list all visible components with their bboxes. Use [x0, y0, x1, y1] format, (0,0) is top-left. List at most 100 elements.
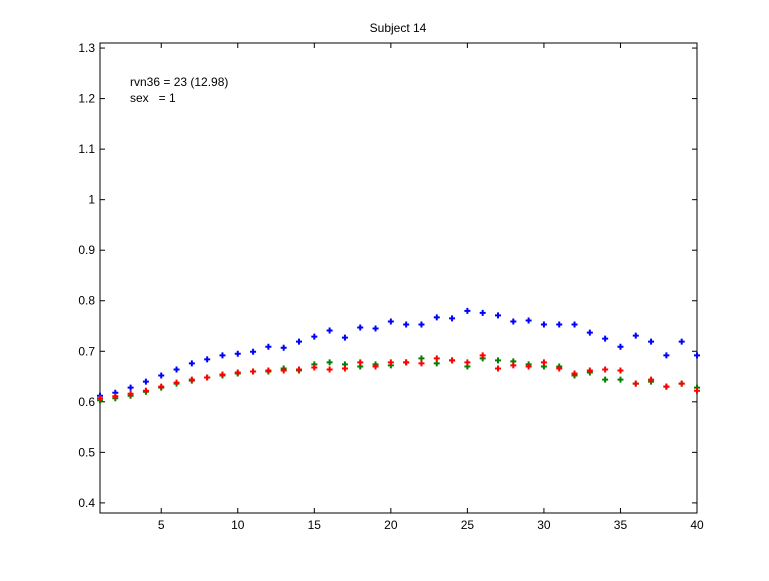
data-point	[387, 359, 394, 366]
y-tick-label: 0.9	[78, 243, 95, 257]
series-2	[97, 352, 700, 402]
data-point	[418, 355, 425, 362]
data-point	[204, 374, 211, 381]
y-tick-label: 0.4	[78, 496, 95, 510]
data-point	[678, 338, 685, 345]
data-point	[556, 365, 563, 372]
axis-ticks: 5 10 15 20 25 30 35 40 0.4 0.5 0.6 0.7 0.8 0.9 1 1.1 1.2…	[78, 41, 704, 532]
y-tick-label: 1.3	[78, 41, 95, 55]
data-point	[403, 321, 410, 328]
data-point	[540, 321, 547, 328]
data-point	[495, 357, 501, 364]
data-point	[449, 315, 456, 322]
data-point	[571, 321, 578, 328]
data-point	[265, 367, 272, 374]
y-tick-label: 1.2	[78, 92, 95, 106]
data-point	[449, 357, 456, 364]
data-point	[602, 366, 609, 373]
data-point	[250, 348, 257, 355]
data-point	[632, 380, 639, 387]
data-point	[188, 360, 195, 367]
data-point	[510, 318, 517, 325]
data-point	[204, 356, 211, 363]
data-point	[464, 307, 471, 314]
data-point	[219, 352, 226, 359]
data-point	[617, 343, 624, 350]
data-point	[372, 325, 379, 332]
data-point	[311, 364, 318, 371]
data-point	[142, 387, 149, 394]
data-point	[219, 371, 226, 378]
data-point	[280, 367, 287, 374]
data-point	[495, 312, 501, 319]
data-point	[357, 359, 364, 366]
data-point	[280, 344, 287, 351]
data-point	[556, 321, 563, 328]
data-point	[112, 393, 119, 400]
data-point	[158, 372, 165, 379]
data-point	[387, 318, 394, 325]
x-tick-label: 30	[537, 518, 551, 532]
y-tick-label: 0.5	[78, 445, 95, 459]
data-point	[403, 359, 410, 366]
data-point	[326, 359, 333, 366]
data-point	[142, 378, 149, 385]
data-point	[525, 317, 532, 324]
data-point	[495, 365, 501, 372]
series-1	[97, 355, 700, 404]
y-tick-label: 0.6	[78, 395, 95, 409]
data-point	[648, 338, 655, 345]
data-point	[188, 376, 195, 383]
data-point	[663, 352, 670, 359]
data-point	[418, 321, 425, 328]
data-point	[250, 368, 257, 375]
x-tick-label: 35	[614, 518, 628, 532]
data-point	[97, 395, 103, 402]
data-point	[694, 352, 700, 359]
x-tick-label: 40	[690, 518, 704, 532]
data-point	[173, 379, 180, 386]
data-point	[678, 380, 685, 387]
data-point	[326, 327, 333, 334]
data-point	[602, 376, 609, 383]
data-point	[540, 359, 547, 366]
data-point	[586, 367, 593, 374]
annotation-rvn36: rvn36 = 23 (12.98)	[130, 75, 228, 89]
chart-title: Subject 14	[370, 21, 427, 35]
data-point	[341, 365, 348, 372]
data-point	[648, 376, 655, 383]
data-point	[127, 384, 134, 391]
x-tick-label: 10	[231, 518, 245, 532]
x-tick-label: 15	[308, 518, 322, 532]
data-point	[158, 383, 165, 390]
data-point	[433, 360, 440, 367]
data-point	[479, 352, 486, 359]
y-tick-label: 0.7	[78, 344, 95, 358]
data-points	[97, 307, 700, 404]
data-point	[464, 359, 471, 366]
data-point	[127, 390, 134, 397]
data-point	[525, 363, 532, 370]
data-point	[311, 333, 318, 340]
data-point	[586, 329, 593, 336]
data-point	[433, 355, 440, 362]
data-point	[372, 363, 379, 370]
annotation-sex: sex = 1	[130, 91, 176, 105]
x-tick-label: 5	[158, 518, 165, 532]
data-point	[296, 338, 302, 345]
data-point	[433, 314, 440, 321]
data-point	[617, 367, 624, 374]
x-tick-label: 20	[384, 518, 398, 532]
data-point	[173, 366, 180, 373]
y-tick-label: 1.1	[78, 142, 95, 156]
data-point	[234, 350, 241, 357]
data-point	[571, 370, 578, 377]
axes-box	[99, 42, 698, 514]
data-point	[510, 362, 517, 369]
x-tick-label: 25	[461, 518, 475, 532]
y-tick-label: 1	[88, 193, 95, 207]
y-tick-label: 0.8	[78, 294, 95, 308]
data-point	[357, 324, 364, 331]
data-point	[694, 387, 700, 394]
